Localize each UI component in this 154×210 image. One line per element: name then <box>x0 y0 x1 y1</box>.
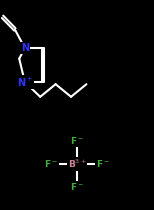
Text: F$^-$: F$^-$ <box>96 158 110 169</box>
Text: F$^-$: F$^-$ <box>70 135 84 146</box>
Text: N: N <box>21 43 29 53</box>
Text: F$^-$: F$^-$ <box>44 158 58 169</box>
Text: B$^{3+}$: B$^{3+}$ <box>68 158 86 170</box>
Text: F$^-$: F$^-$ <box>70 181 84 192</box>
Text: N$^+$: N$^+$ <box>17 76 33 89</box>
